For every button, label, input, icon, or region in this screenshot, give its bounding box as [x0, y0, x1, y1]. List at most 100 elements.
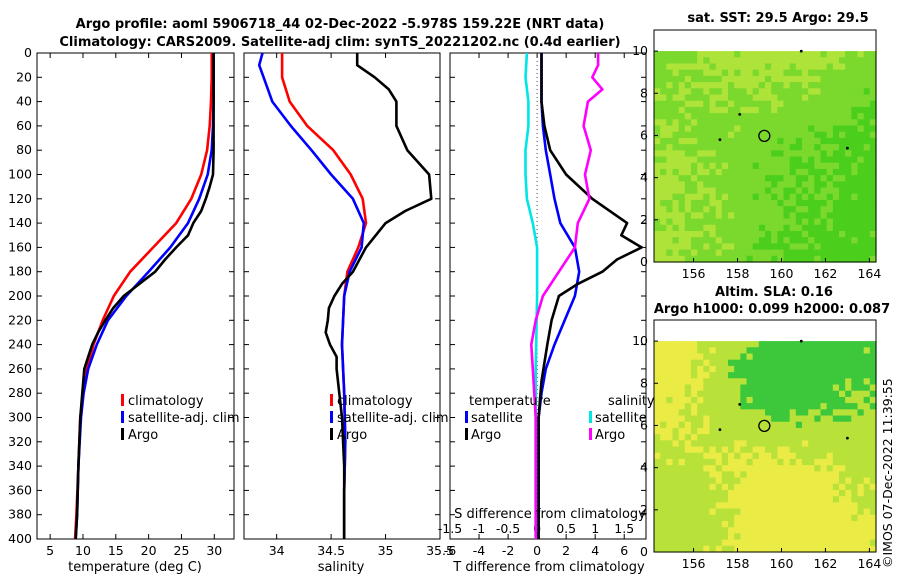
sst-map-cell [857, 255, 865, 263]
sla-map-cell [777, 365, 785, 373]
sla-map-cell [715, 502, 723, 510]
sla-map-cell [758, 409, 766, 417]
sla-map-cell [660, 384, 667, 392]
sst-map-cell [684, 113, 692, 120]
sst-map-cell [666, 131, 674, 139]
sst-map-cell [839, 218, 846, 226]
sst-map-cell [863, 181, 871, 189]
sst-map-cell [715, 75, 723, 83]
sla-map-cell [728, 427, 735, 435]
sla-map-cell [758, 520, 766, 528]
sst-map-cell [789, 193, 797, 201]
sla-map-cell [672, 384, 680, 392]
sst-map-cell [795, 144, 803, 151]
sst-map-cell [740, 94, 748, 102]
sla-map-cell [802, 390, 809, 398]
sst-map-cell [851, 181, 859, 189]
sla-map-cell [795, 452, 803, 460]
sst-map-cell [672, 230, 680, 238]
sla-map-cell [869, 527, 877, 534]
sla-map-cell [857, 533, 865, 541]
sst-map-cell [678, 57, 686, 65]
sla-map-cell [666, 489, 674, 497]
sla-map-cell [758, 465, 766, 472]
sla-map-ytick-label: 8 [640, 375, 648, 390]
sst-map-cell [863, 125, 871, 133]
sla-map-cell [697, 539, 704, 547]
sst-map-cell [845, 162, 852, 170]
sst-map-cell [783, 212, 791, 220]
sst-map-cell [660, 230, 667, 238]
sst-map-cell [746, 63, 754, 71]
sla-map-cell [721, 341, 729, 348]
temperature-xtick-label: 10 [75, 543, 91, 558]
sst-map-cell [734, 187, 741, 195]
sla-map-cell [826, 446, 834, 454]
sla-map-cell [734, 396, 741, 404]
sst-map-cell [709, 168, 717, 176]
sla-map-cell [684, 539, 692, 547]
sla-map-cell [771, 496, 778, 503]
sst-map-cell [839, 69, 846, 77]
sst-map-cell [826, 106, 834, 114]
sla-map-cell [814, 347, 822, 355]
sst-map-cell [777, 125, 785, 133]
sla-map-cell [678, 384, 686, 392]
sst-map-cell [783, 162, 791, 170]
sla-map-cell [863, 458, 871, 466]
sst-map-cell [703, 175, 711, 182]
sst-map-cell [703, 51, 711, 58]
sla-map-cell [845, 409, 852, 417]
sst-map-cell [808, 57, 815, 65]
sst-map-cell [826, 100, 834, 108]
sla-map-cell [660, 378, 667, 386]
sla-map-cell [740, 465, 748, 472]
sla-map-cell [802, 359, 809, 367]
sla-map-cell [746, 372, 754, 379]
sst-map-cell [678, 230, 686, 238]
sla-map-cell [839, 520, 846, 528]
sst-map-cell [746, 156, 754, 164]
sla-map-cell [814, 359, 822, 367]
sla-map-cell [715, 514, 723, 522]
sla-map-cell [666, 514, 674, 522]
sst-map-cell [857, 199, 865, 207]
sla-map-cell [758, 415, 766, 423]
sla-map-cell [820, 489, 828, 497]
sst-map-title: sat. SST: 29.5 Argo: 29.5 [687, 11, 868, 26]
sla-map-cell [826, 396, 834, 404]
sst-map-cell [678, 106, 686, 114]
sla-map-cell [826, 477, 834, 485]
sla-map-cell [808, 539, 815, 547]
sst-map-cell [814, 51, 822, 58]
sst-map-cell [666, 218, 674, 226]
sst-map-cell [802, 243, 809, 251]
sla-map-cell [666, 458, 674, 466]
sla-map-cell [728, 353, 735, 361]
sst-map-cell [746, 181, 754, 189]
sla-map-cell [783, 378, 791, 386]
sla-map-cell [808, 452, 815, 460]
sst-map-cell [802, 57, 809, 65]
sla-map-cell [820, 347, 828, 355]
sst-map-cell [839, 106, 846, 114]
sst-map-cell [672, 51, 680, 58]
sla-map-cell [851, 409, 859, 417]
sst-map-cell [728, 193, 735, 201]
sst-map-cell [802, 137, 809, 145]
sla-map-cell [697, 440, 704, 448]
sla-map-cell [839, 415, 846, 423]
sst-map-cell [666, 224, 674, 232]
sla-map-cell [734, 514, 741, 522]
sla-map-cell [802, 415, 809, 423]
sla-map-cell [814, 514, 822, 522]
sst-map-cell [721, 187, 729, 195]
salinity-xtick-label: 35 [378, 543, 394, 558]
sla-map-cell [765, 421, 772, 429]
sla-map-cell [845, 390, 852, 398]
sla-map-cell [709, 458, 717, 466]
sst-map-cell [820, 230, 828, 238]
sst-map-cell [839, 131, 846, 139]
sst-map-cell [740, 51, 748, 58]
sst-map-cell [758, 243, 766, 251]
